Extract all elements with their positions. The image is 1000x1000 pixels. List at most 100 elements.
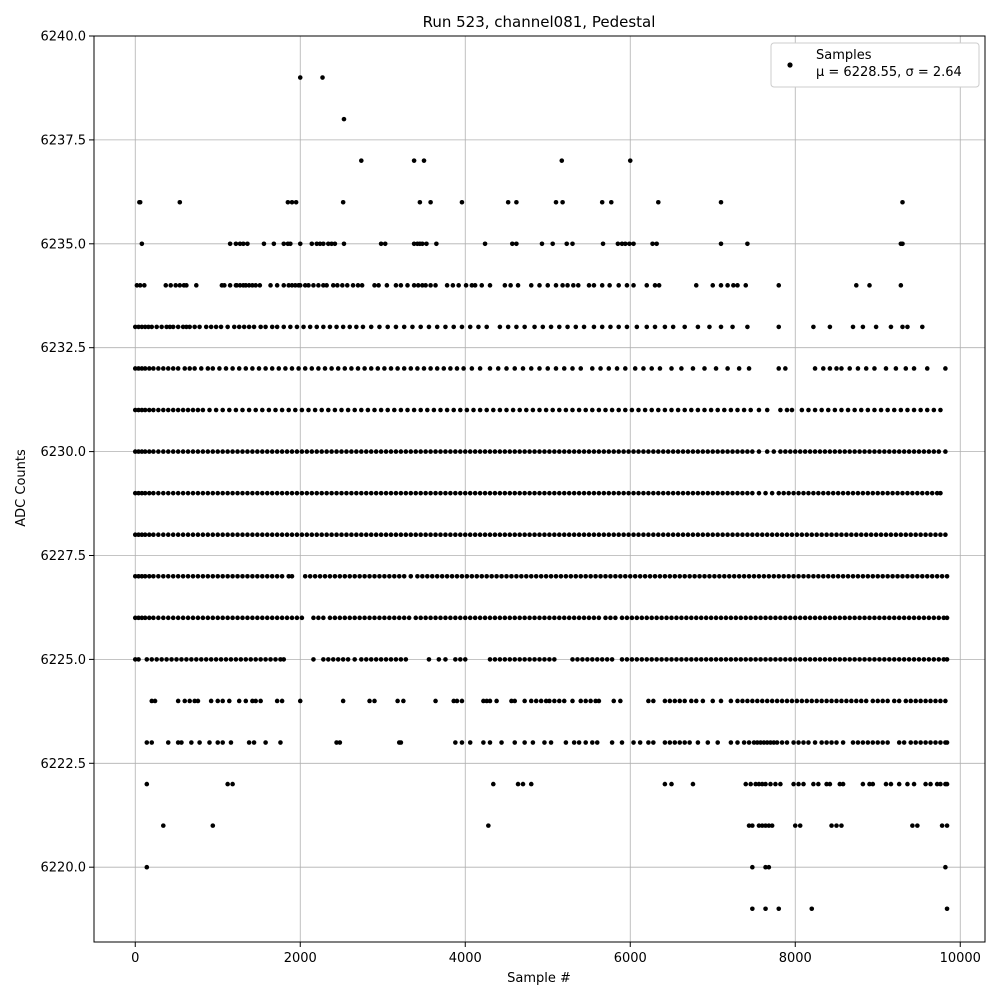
data-point <box>746 740 752 745</box>
data-point <box>675 490 681 496</box>
data-point <box>248 657 254 662</box>
data-point <box>561 532 567 538</box>
data-point <box>340 657 346 662</box>
data-point <box>137 199 143 205</box>
data-point <box>693 283 699 288</box>
data-point <box>590 407 595 413</box>
data-point <box>332 241 338 247</box>
data-point <box>185 615 191 621</box>
data-point <box>421 158 427 163</box>
data-point <box>532 615 537 621</box>
data-point <box>405 283 410 288</box>
data-point <box>623 573 628 579</box>
data-point <box>746 573 752 579</box>
data-point <box>791 490 796 496</box>
data-point <box>799 698 805 704</box>
y-tick-label: 6237.5 <box>41 133 87 148</box>
data-point <box>482 490 488 496</box>
data-point <box>939 573 945 579</box>
data-point <box>580 657 585 662</box>
data-point <box>225 532 230 538</box>
data-point <box>601 449 607 454</box>
data-point <box>264 449 270 454</box>
data-point <box>918 407 923 413</box>
data-point <box>512 657 518 662</box>
data-point <box>689 657 694 662</box>
data-point <box>834 366 839 371</box>
data-point <box>243 698 249 704</box>
data-point <box>710 490 716 496</box>
data-point <box>840 490 846 496</box>
data-point <box>264 573 270 579</box>
data-point <box>215 573 221 579</box>
data-point <box>631 490 636 496</box>
data-point <box>548 324 554 330</box>
data-point <box>695 532 701 538</box>
data-point <box>705 740 711 745</box>
data-point <box>487 657 493 662</box>
data-point <box>786 490 791 496</box>
data-point <box>656 199 661 205</box>
data-point <box>911 615 917 621</box>
data-point <box>690 366 696 371</box>
data-point <box>139 573 145 579</box>
data-point <box>329 490 334 496</box>
data-point <box>453 740 458 745</box>
data-point <box>339 407 344 413</box>
data-point <box>621 532 626 538</box>
data-point <box>294 449 300 454</box>
data-point <box>693 657 699 662</box>
data-point <box>477 449 483 454</box>
data-point <box>467 449 473 454</box>
data-point <box>472 532 478 538</box>
data-point <box>161 449 166 454</box>
data-point <box>824 698 829 704</box>
data-point <box>755 532 760 538</box>
data-point <box>850 324 856 330</box>
data-point <box>175 324 181 330</box>
data-point <box>553 366 559 371</box>
data-point <box>245 449 250 454</box>
data-point <box>245 573 250 579</box>
data-point <box>443 615 448 621</box>
data-point <box>464 407 470 413</box>
data-point <box>938 781 943 787</box>
data-point <box>561 449 567 454</box>
data-point <box>903 366 909 371</box>
data-point <box>459 324 465 330</box>
data-point <box>792 823 798 828</box>
data-point <box>175 366 181 371</box>
data-point <box>240 573 245 579</box>
data-point <box>789 698 795 704</box>
data-point <box>151 573 156 579</box>
data-point <box>891 698 897 704</box>
data-point <box>205 532 211 538</box>
data-point <box>557 532 562 538</box>
data-point <box>230 532 235 538</box>
data-point <box>293 407 298 413</box>
data-point <box>557 698 562 704</box>
data-point <box>185 573 191 579</box>
data-point <box>337 615 343 621</box>
data-point <box>335 657 341 662</box>
data-point <box>570 657 575 662</box>
data-point <box>378 532 384 538</box>
data-point <box>439 573 445 579</box>
data-point <box>260 449 265 454</box>
data-point <box>392 407 397 413</box>
data-point <box>880 740 885 745</box>
data-point <box>680 490 686 496</box>
data-point <box>383 657 389 662</box>
data-point <box>271 241 277 247</box>
data-point <box>164 324 169 330</box>
data-point <box>255 532 260 538</box>
data-point <box>477 407 483 413</box>
data-point <box>651 740 656 745</box>
data-point <box>901 615 907 621</box>
data-point <box>144 657 150 662</box>
data-point <box>355 366 361 371</box>
data-point <box>891 407 897 413</box>
data-point <box>220 573 225 579</box>
data-point <box>352 573 358 579</box>
data-point <box>289 449 295 454</box>
